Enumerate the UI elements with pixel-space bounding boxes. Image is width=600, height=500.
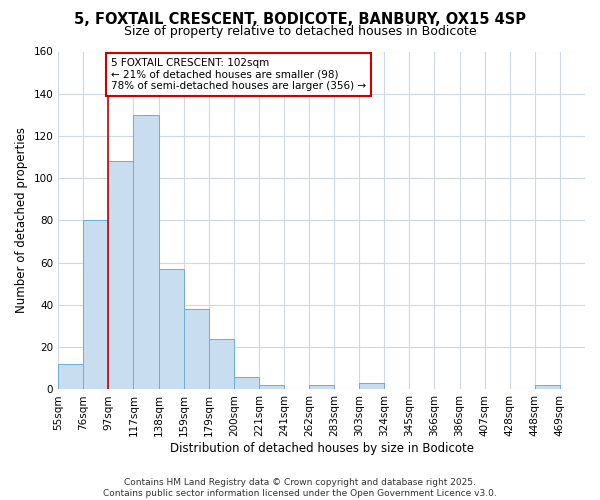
Bar [309,385,334,390]
Bar [359,383,385,390]
Text: 5 FOXTAIL CRESCENT: 102sqm
← 21% of detached houses are smaller (98)
78% of semi: 5 FOXTAIL CRESCENT: 102sqm ← 21% of deta… [111,58,366,91]
Bar [133,115,158,390]
X-axis label: Distribution of detached houses by size in Bodicote: Distribution of detached houses by size … [170,442,473,455]
Bar [83,220,109,390]
Text: Contains HM Land Registry data © Crown copyright and database right 2025.
Contai: Contains HM Land Registry data © Crown c… [103,478,497,498]
Bar [158,269,184,390]
Bar [259,385,284,390]
Y-axis label: Number of detached properties: Number of detached properties [15,128,28,314]
Bar [58,364,83,390]
Text: 5, FOXTAIL CRESCENT, BODICOTE, BANBURY, OX15 4SP: 5, FOXTAIL CRESCENT, BODICOTE, BANBURY, … [74,12,526,28]
Bar [209,339,234,390]
Bar [234,377,259,390]
Text: Size of property relative to detached houses in Bodicote: Size of property relative to detached ho… [124,25,476,38]
Bar [109,162,133,390]
Bar [535,385,560,390]
Bar [184,309,209,390]
